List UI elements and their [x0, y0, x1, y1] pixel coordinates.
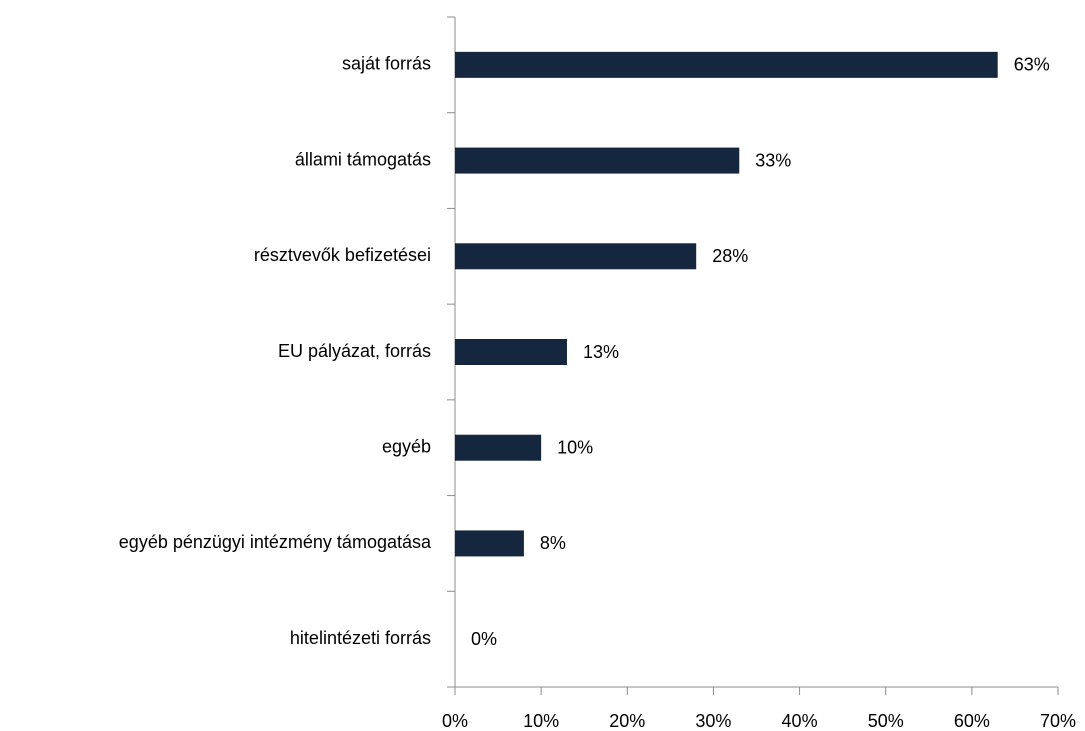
- bar: [455, 51, 998, 78]
- x-tick-label: 30%: [695, 711, 731, 731]
- y-tick-label: EU pályázat, forrás: [278, 341, 431, 361]
- y-tick-label: résztvevők befizetései: [254, 245, 431, 265]
- data-label: 10%: [557, 437, 593, 457]
- bar: [455, 434, 542, 461]
- bar: [455, 147, 740, 174]
- data-label: 63%: [1014, 55, 1050, 75]
- y-tick-label: saját forrás: [342, 54, 431, 74]
- x-tick-label: 10%: [523, 711, 559, 731]
- bar: [455, 243, 697, 270]
- x-tick-label: 40%: [782, 711, 818, 731]
- data-label: 28%: [712, 246, 748, 266]
- data-label: 0%: [471, 629, 497, 649]
- y-tick-label: állami támogatás: [295, 149, 431, 169]
- bar: [455, 530, 524, 557]
- x-tick-label: 70%: [1040, 711, 1076, 731]
- x-tick-label: 50%: [868, 711, 904, 731]
- y-tick-label: egyéb pénzügyi intézmény támogatása: [119, 532, 432, 552]
- data-label: 13%: [583, 342, 619, 362]
- x-tick-label: 60%: [954, 711, 990, 731]
- bar: [455, 339, 567, 365]
- data-label: 33%: [755, 150, 791, 170]
- data-label: 8%: [540, 533, 566, 553]
- x-tick-label: 0%: [442, 711, 468, 731]
- y-tick-label: egyéb: [382, 436, 431, 456]
- y-tick-label: hitelintézeti forrás: [290, 628, 431, 648]
- x-tick-label: 20%: [609, 711, 645, 731]
